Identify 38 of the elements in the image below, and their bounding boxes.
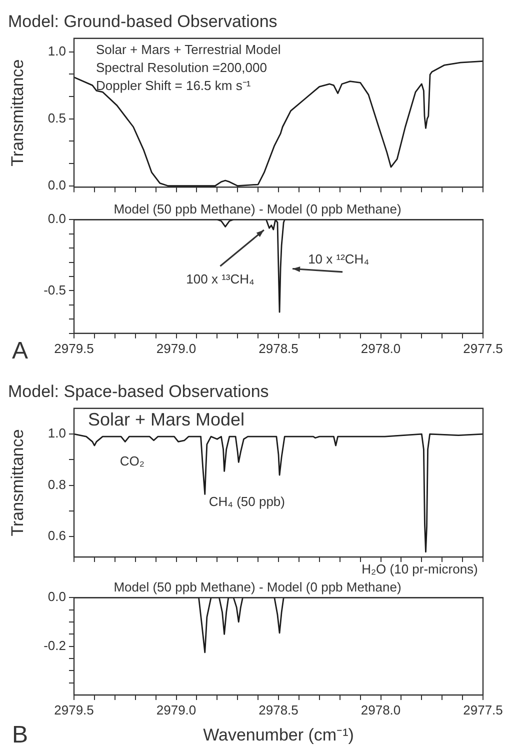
text: B [12, 722, 28, 749]
x-tick-label: 2978.0 [360, 340, 401, 356]
x-tick-label: 2979.0 [156, 340, 196, 356]
annotation: CO₂ [120, 453, 144, 468]
y-tick-label: 0.0 [48, 211, 66, 226]
annotation: Spectral Resolution =200,000 [96, 60, 267, 75]
chart-title: Model: Ground-based Observations [8, 12, 278, 31]
y-axis-title: Transmittance [8, 59, 27, 166]
annotation: 100 x ¹³CH₄ [186, 272, 254, 287]
x-tick-label: 2977.5 [463, 702, 503, 718]
y-tick-label: 1.0 [48, 426, 66, 441]
y-tick-label: 0.5 [48, 110, 66, 126]
y-tick-label: 1.0 [48, 43, 66, 58]
y-tick-label: 0.0 [48, 589, 66, 604]
x-tick-label: 2978.0 [360, 702, 401, 718]
y-tick-label: -0.2 [44, 638, 66, 653]
x-tick-label: 2979.0 [156, 702, 196, 718]
chart-title: Model: Space-based Observations [8, 382, 269, 401]
x-tick-label: 2978.5 [258, 702, 298, 718]
y-tick-label: 0.0 [48, 177, 66, 192]
chart-title: Model (50 ppb Methane) - Model (0 ppb Methane) [114, 201, 402, 216]
x-tick-label: 2978.5 [258, 340, 298, 356]
x-tick-label: 2979.5 [54, 702, 94, 718]
annotation: Doppler Shift = 16.5 km s⁻¹ [96, 78, 252, 93]
annotation: Solar + Mars + Terrestrial Model [96, 42, 281, 57]
y-tick-label: -0.5 [44, 282, 66, 298]
annotation: H₂O (10 pr-microns) [362, 561, 478, 576]
y-axis-title: Transmittance [8, 429, 27, 536]
text: A [12, 338, 28, 365]
x-tick-label: 2979.5 [54, 340, 94, 356]
x-tick-label: 2977.5 [463, 340, 503, 356]
annotation: Solar + Mars Model [88, 409, 245, 430]
annotation: CH₄ (50 ppb) [208, 494, 286, 509]
chart-title: Model (50 ppb Methane) - Model (0 ppb Methane) [114, 579, 402, 594]
annotation: 10 x ¹²CH₄ [308, 252, 370, 267]
y-tick-label: 0.8 [48, 476, 66, 492]
y-tick-label: 0.6 [48, 528, 66, 544]
x-axis-title: Wavenumber (cm⁻¹) [203, 725, 354, 744]
